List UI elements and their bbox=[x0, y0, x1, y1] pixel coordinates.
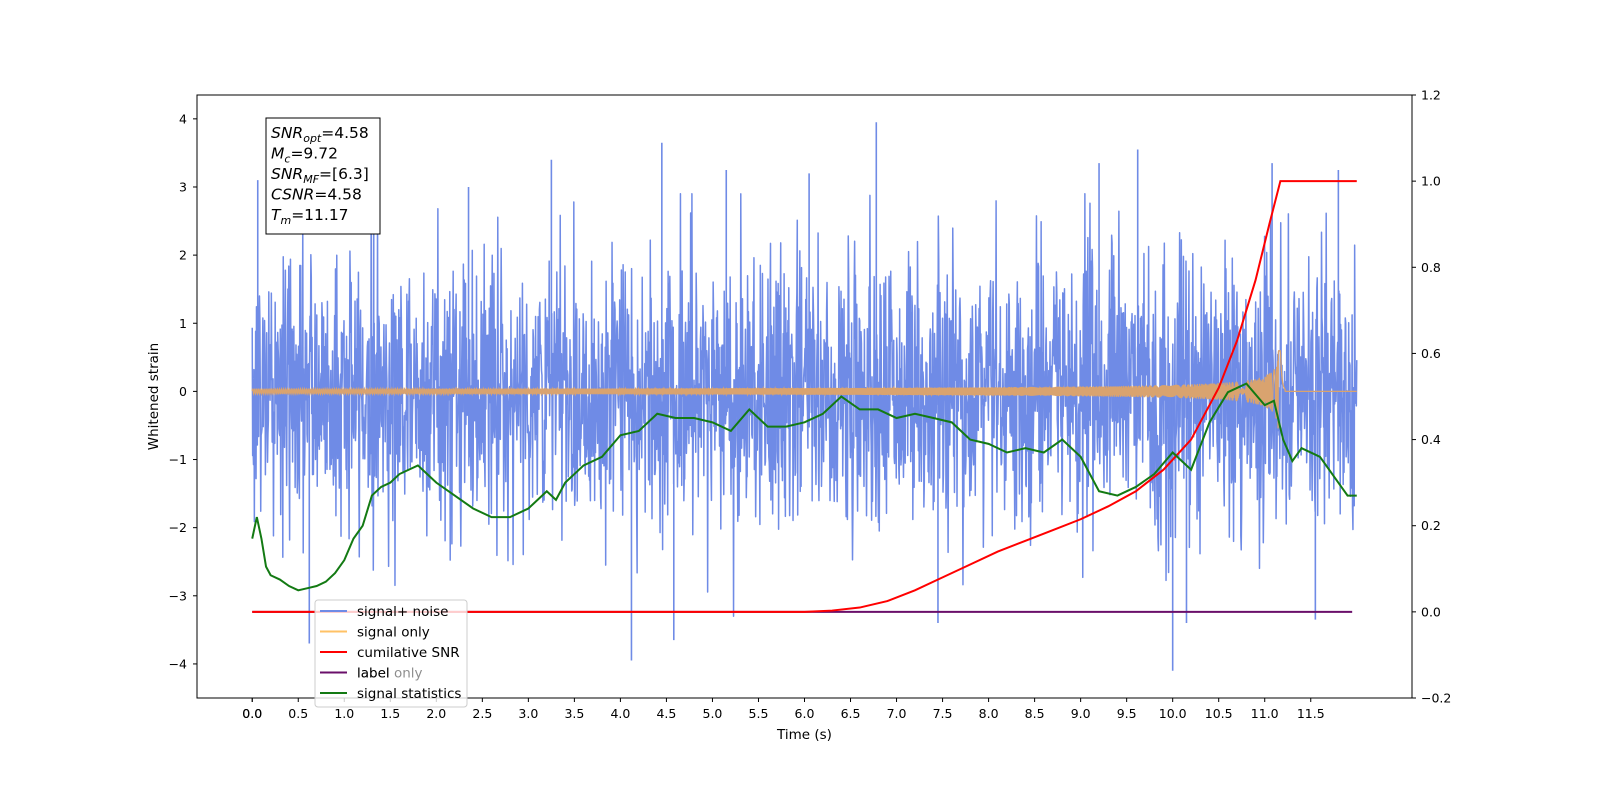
y-tick-label: −3 bbox=[169, 588, 187, 603]
x-tick-label: 1.0 bbox=[334, 706, 354, 721]
y-right-tick-label: 1.0 bbox=[1421, 174, 1441, 189]
x-tick-label: 8.0 bbox=[979, 706, 999, 721]
y-tick-label: 4 bbox=[179, 111, 187, 126]
y-tick-label: 2 bbox=[179, 248, 187, 263]
y-axis-label: Whitened strain bbox=[146, 343, 162, 450]
legend-entry: label bbox=[357, 666, 390, 682]
x-tick-label: 4.5 bbox=[656, 706, 676, 721]
x-tick-label: 9.0 bbox=[1071, 706, 1091, 721]
x-tick-label: 2.0 bbox=[426, 706, 446, 721]
signal-trace bbox=[251, 350, 1357, 429]
legend-entry: cumilative SNR bbox=[357, 645, 460, 661]
y-tick-label: 3 bbox=[179, 179, 187, 194]
legend-entry: signal+ noise bbox=[357, 604, 448, 620]
y-axis-right: 1.2 1.0 0.8 0.6 0.4 0.2 0.0 −0.2 bbox=[1412, 88, 1451, 706]
annotation-line: CSNR=4.58 bbox=[271, 186, 362, 204]
y-tick-label: −2 bbox=[169, 520, 187, 535]
y-right-tick-label: 0.4 bbox=[1421, 432, 1441, 447]
x-tick-label: 11.5 bbox=[1297, 706, 1325, 721]
legend-entry: signal statistics bbox=[357, 686, 461, 702]
x-tick-label: 0.5 bbox=[288, 706, 308, 721]
x-tick-label: 10.0 bbox=[1159, 706, 1187, 721]
y-axis-left: 4 3 2 1 0 −1 −2 −3 −4 bbox=[169, 111, 197, 671]
series-cumulative-snr bbox=[252, 180, 1357, 613]
x-tick-label: 4.0 bbox=[610, 706, 630, 721]
x-tick-label: 6.0 bbox=[795, 706, 815, 721]
y-right-tick-label: 1.2 bbox=[1421, 88, 1441, 103]
y-tick-label: −1 bbox=[169, 452, 187, 467]
x-tick-label: 7.5 bbox=[933, 706, 953, 721]
x-tick-label: 6.5 bbox=[841, 706, 861, 721]
x-tick-label: 3.5 bbox=[564, 706, 584, 721]
annotation-line: Mc=9.72 bbox=[271, 145, 338, 166]
x-axis-label: Time (s) bbox=[776, 727, 832, 743]
csnr-line bbox=[252, 180, 1357, 613]
x-axis: 0.00.0 0.5 1.0 1.5 2.0 2.5 3.0 3.5 4.0 4.5 5.0 5.5 6… bbox=[242, 698, 1325, 721]
y-right-tick-label: 0.6 bbox=[1421, 346, 1441, 361]
y-right-tick-label: 0.2 bbox=[1421, 518, 1441, 533]
x-tick-label: 7.0 bbox=[887, 706, 907, 721]
x-tick-label: 3.0 bbox=[518, 706, 538, 721]
x-tick-label: 11.0 bbox=[1251, 706, 1279, 721]
y-tick-label: 0 bbox=[179, 384, 187, 399]
annotation-frame bbox=[265, 117, 381, 235]
series-signal-statistics bbox=[251, 382, 1357, 592]
y-right-tick-label: 0.8 bbox=[1421, 260, 1441, 275]
y-right-tick-label: −0.2 bbox=[1421, 691, 1451, 706]
series-signal-only bbox=[251, 350, 1357, 429]
x-tick-label: 0.0 bbox=[242, 706, 262, 721]
x-tick-label: 5.5 bbox=[749, 706, 769, 721]
x-tick-label: 1.5 bbox=[380, 706, 400, 721]
y-right-tick-label: 0.0 bbox=[1421, 604, 1441, 619]
legend: signal+ noise signal only cumilative SNR la… bbox=[314, 599, 468, 708]
legend-entry: signal only bbox=[357, 625, 430, 641]
annotation-line: SNRopt=4.58 bbox=[271, 124, 369, 145]
annotation-line: Tm=11.17 bbox=[271, 206, 349, 227]
stats-line bbox=[251, 382, 1357, 592]
x-tick-label: 5.0 bbox=[703, 706, 723, 721]
x-tick-label: 9.5 bbox=[1117, 706, 1137, 721]
legend-ghost-text: label only bbox=[357, 666, 423, 682]
y-tick-label: 1 bbox=[179, 316, 187, 331]
legend-frame bbox=[314, 599, 468, 708]
x-tick-label: 0.0 bbox=[242, 706, 262, 721]
series-signal-noise bbox=[251, 122, 1358, 671]
noise-trace bbox=[251, 193, 1358, 617]
x-tick-label: 8.5 bbox=[1025, 706, 1045, 721]
x-tick-label: 10.5 bbox=[1205, 706, 1233, 721]
y-tick-label: −4 bbox=[169, 656, 187, 671]
annotation-line: SNRMF=[6.3] bbox=[271, 165, 369, 186]
x-tick-label: 2.5 bbox=[472, 706, 492, 721]
